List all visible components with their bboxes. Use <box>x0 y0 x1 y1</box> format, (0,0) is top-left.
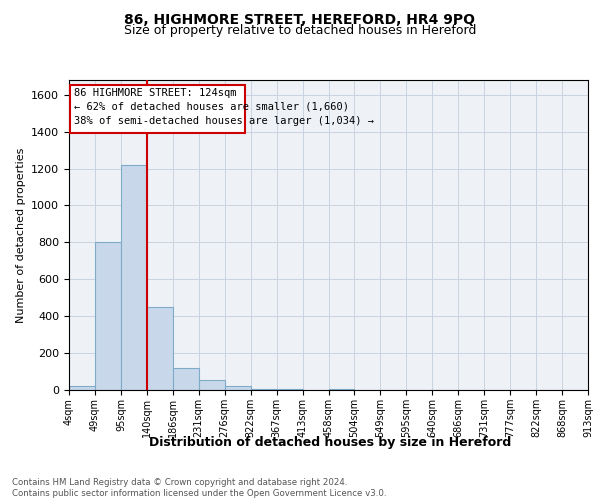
Bar <box>173 368 199 390</box>
Text: 86, HIGHMORE STREET, HEREFORD, HR4 9PQ: 86, HIGHMORE STREET, HEREFORD, HR4 9PQ <box>125 12 476 26</box>
Bar <box>225 386 251 390</box>
Bar <box>69 386 95 390</box>
Bar <box>121 165 147 390</box>
Y-axis label: Number of detached properties: Number of detached properties <box>16 148 26 322</box>
Bar <box>147 307 173 390</box>
Bar <box>95 242 121 390</box>
Text: Size of property relative to detached houses in Hereford: Size of property relative to detached ho… <box>124 24 476 37</box>
Bar <box>329 389 355 390</box>
Bar <box>251 389 277 390</box>
FancyBboxPatch shape <box>70 84 245 132</box>
Text: Distribution of detached houses by size in Hereford: Distribution of detached houses by size … <box>149 436 511 449</box>
Text: Contains HM Land Registry data © Crown copyright and database right 2024.
Contai: Contains HM Land Registry data © Crown c… <box>12 478 386 498</box>
Text: 86 HIGHMORE STREET: 124sqm
← 62% of detached houses are smaller (1,660)
38% of s: 86 HIGHMORE STREET: 124sqm ← 62% of deta… <box>74 88 374 126</box>
Bar <box>199 380 224 390</box>
Bar <box>277 389 302 390</box>
